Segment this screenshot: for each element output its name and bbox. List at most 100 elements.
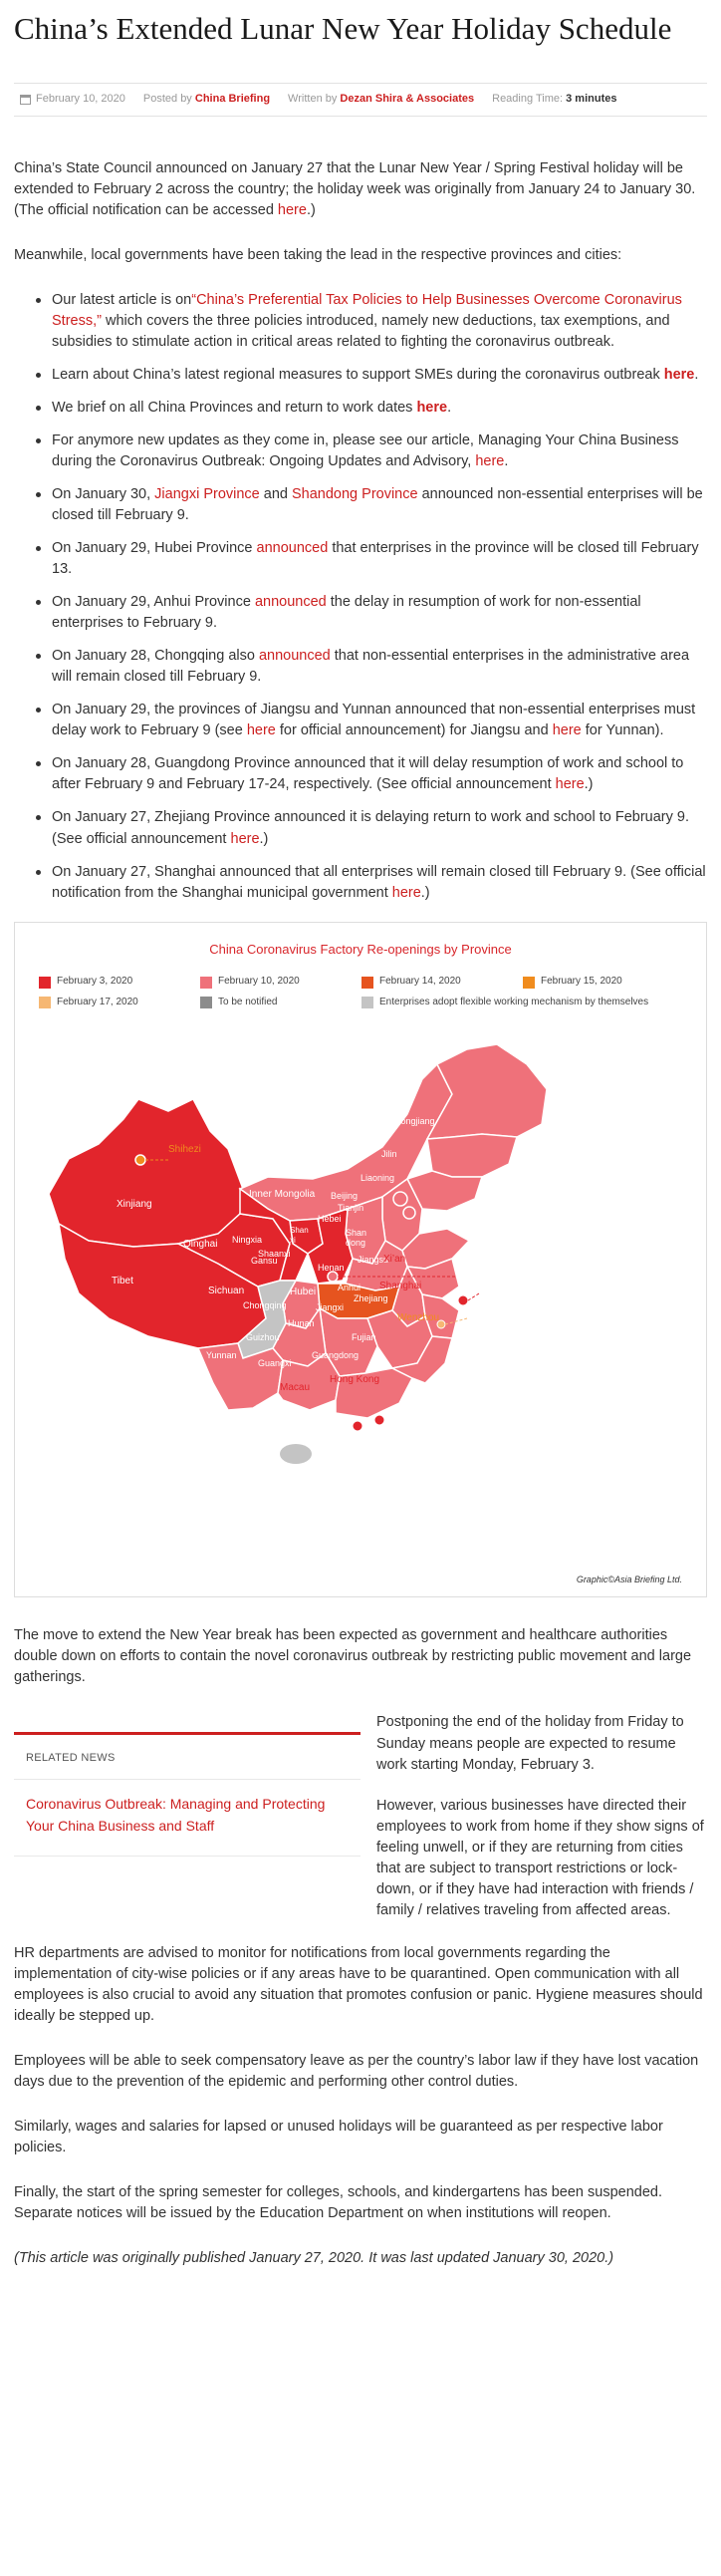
label-macau: Macau [280, 1382, 310, 1393]
guangdong-here-link[interactable]: here [555, 776, 585, 793]
label-zhejiang: Zhejiang [354, 1293, 388, 1303]
legend-label: February 10, 2020 [218, 976, 300, 988]
jiangxi-link[interactable]: Jiangxi Province [154, 486, 260, 503]
legend-item: February 14, 2020 [361, 975, 523, 990]
zhejiang-here-link[interactable]: here [230, 830, 260, 847]
label-heilongjiang: Heilongjiang [385, 1116, 435, 1126]
region-xinjiang [48, 1098, 244, 1249]
region-beijing [392, 1191, 408, 1208]
publish-date: February 10, 2020 [36, 93, 125, 106]
item-text: On January 29, the provinces of Jiangsu … [52, 702, 696, 739]
intro-end: .) [306, 202, 316, 219]
body-paragraph: HR departments are advised to monitor fo… [14, 1944, 703, 2024]
list-item: We brief on all China Provinces and retu… [36, 398, 707, 419]
article-title: China’s Extended Lunar New Year Holiday … [14, 11, 672, 46]
legend-swatch [200, 997, 212, 1009]
list-item: On January 28, Chongqing also announced … [36, 646, 707, 688]
item-text: which covers the three policies introduc… [52, 313, 670, 351]
item-text: Learn about China’s latest regional meas… [52, 367, 664, 384]
item-text: and [259, 486, 292, 503]
wrap-paragraph-text: However, various businesses have directe… [376, 1797, 704, 1918]
provinces-link[interactable]: here [416, 400, 448, 417]
item-text: that enterprises in the province will be… [52, 540, 699, 578]
related-news-heading: RELATED NEWS [14, 1732, 360, 1781]
item-text: On January 30, [52, 486, 155, 503]
body-paragraph: Finally, the start of the spring semeste… [14, 2183, 662, 2221]
legend-label: February 15, 2020 [541, 976, 622, 988]
item-text: .) [420, 884, 430, 901]
legend-item: To be notified [200, 996, 361, 1010]
map-title: China Coronavirus Factory Re-openings by… [209, 941, 512, 957]
article-meta: February 10, 2020 Posted by China Briefi… [14, 83, 707, 118]
author-link[interactable]: Dezan Shira & Associates [340, 93, 475, 106]
updates-link[interactable]: here [475, 453, 505, 470]
label-ningxia: Ningxia [232, 1235, 262, 1245]
update-list: Our latest article is on“China’s Prefere… [14, 290, 707, 903]
body-paragraph: Postponing the end of the holiday from F… [376, 1714, 684, 1773]
item-text: announced non-essential enterprises will… [52, 486, 703, 524]
item-text: for Yunnan). [581, 722, 664, 739]
label-inner-mongolia: Inner Mongolia [249, 1189, 316, 1200]
region-hong-kong [373, 1414, 385, 1426]
xian-marker [327, 1271, 339, 1284]
item-text: On January 29, Anhui Province [52, 594, 255, 611]
label-jilin: Jilin [381, 1149, 397, 1159]
label-henan: Henan [318, 1263, 345, 1273]
region-heilongjiang [425, 1043, 548, 1141]
list-item: Our latest article is on“China’s Prefere… [36, 290, 707, 353]
label-qinghai: Qinghai [183, 1239, 217, 1250]
legend-swatch [39, 976, 51, 989]
body-paragraph: However, various businesses have directe… [376, 1796, 707, 1921]
legend-swatch [523, 976, 535, 989]
shihezi-marker [134, 1154, 146, 1167]
china-province-map: Xinjiang Tibet Qinghai Gansu Inner Mongo… [48, 1043, 548, 1465]
calendar-icon [20, 95, 31, 106]
item-text: We brief on all China Provinces and retu… [52, 400, 417, 417]
legend-label: February 3, 2020 [57, 976, 133, 988]
label-beijing: Beijing [331, 1191, 358, 1201]
list-item: On January 29, Hubei Province announced … [36, 538, 707, 580]
legend-swatch [361, 976, 373, 989]
label-xian: Xi’an [383, 1254, 405, 1265]
shandong-link[interactable]: Shandong Province [292, 486, 418, 503]
map-legend: February 3, 2020 February 10, 2020 Febru… [39, 975, 692, 1009]
label-hunan: Hunan [288, 1318, 315, 1328]
region-tianjin [402, 1206, 416, 1221]
list-item: On January 29, the provinces of Jiangsu … [36, 700, 707, 741]
label-xinjiang: Xinjiang [117, 1199, 152, 1210]
reopening-map-figure: China Coronavirus Factory Re-openings by… [14, 921, 707, 1598]
item-text: On January 28, Guangdong Province announ… [52, 755, 684, 793]
official-notification-link[interactable]: here [277, 202, 307, 219]
posted-prefix: Posted by [142, 93, 192, 106]
jiangsu-here-link[interactable]: here [246, 722, 276, 739]
anhui-announced-link[interactable]: announced [254, 594, 327, 611]
related-news-link[interactable]: Coronavirus Outbreak: Managing and Prote… [26, 1796, 326, 1835]
region-shaanxi [307, 1208, 354, 1286]
label-fujian: Fujian [352, 1332, 376, 1342]
legend-label: To be notified [218, 996, 278, 1007]
label-shaanxi: Shaanxi [258, 1249, 291, 1259]
article-page: China’s Extended Lunar New Year Holiday … [14, 11, 707, 2266]
hubei-announced-link[interactable]: announced [256, 540, 329, 557]
label-liaoning: Liaoning [360, 1173, 394, 1183]
legend-label: February 17, 2020 [57, 996, 138, 1007]
list-item: On January 29, Anhui Province announced … [36, 592, 707, 634]
side-text: Postponing the end of the holiday from F… [376, 1712, 707, 1920]
wenzhou-leader-line [444, 1317, 468, 1325]
shanghai-here-link[interactable]: here [391, 884, 421, 901]
list-item: For anymore new updates as they come in,… [36, 430, 707, 472]
item-text: On January 27, Zhejiang Province announc… [52, 809, 689, 847]
tax-policies-link[interactable]: “China’s Preferential Tax Policies to He… [52, 292, 682, 330]
item-text: For anymore new updates as they come in,… [52, 432, 679, 470]
chongqing-announced-link[interactable]: announced [258, 648, 331, 665]
legend-item: February 10, 2020 [200, 975, 361, 990]
region-liaoning [405, 1170, 484, 1213]
posted-by-link[interactable]: China Briefing [194, 93, 271, 106]
intro-paragraph: China’s State Council announced on Janua… [14, 158, 707, 221]
item-text: the delay in resumption of work for non-… [52, 594, 641, 632]
list-item: On January 28, Guangdong Province announ… [36, 753, 707, 795]
sme-measures-link[interactable]: here [663, 367, 695, 384]
label-tibet: Tibet [112, 1276, 133, 1287]
yunnan-here-link[interactable]: here [552, 722, 582, 739]
label-wenzhou: Wenzhou [397, 1312, 439, 1323]
